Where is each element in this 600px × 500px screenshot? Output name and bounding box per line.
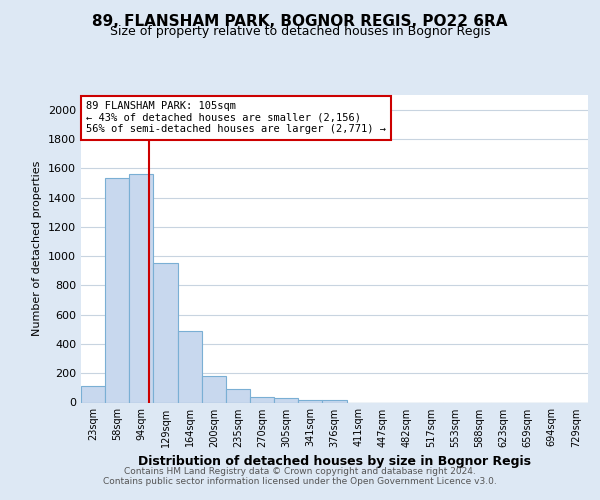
Bar — [226, 388, 250, 402]
Y-axis label: Number of detached properties: Number of detached properties — [32, 161, 43, 336]
Text: Contains HM Land Registry data © Crown copyright and database right 2024.: Contains HM Land Registry data © Crown c… — [124, 467, 476, 476]
Text: 89 FLANSHAM PARK: 105sqm
← 43% of detached houses are smaller (2,156)
56% of sem: 89 FLANSHAM PARK: 105sqm ← 43% of detach… — [86, 101, 386, 134]
Bar — [178, 331, 202, 402]
Bar — [250, 396, 274, 402]
Bar — [298, 400, 322, 402]
Text: 89, FLANSHAM PARK, BOGNOR REGIS, PO22 6RA: 89, FLANSHAM PARK, BOGNOR REGIS, PO22 6R… — [92, 14, 508, 29]
Bar — [202, 376, 226, 402]
Text: Size of property relative to detached houses in Bognor Regis: Size of property relative to detached ho… — [110, 25, 490, 38]
Bar — [81, 386, 105, 402]
Bar — [105, 178, 129, 402]
Bar — [129, 174, 154, 402]
Bar — [154, 264, 178, 402]
Text: Contains public sector information licensed under the Open Government Licence v3: Contains public sector information licen… — [103, 477, 497, 486]
Bar — [274, 398, 298, 402]
X-axis label: Distribution of detached houses by size in Bognor Regis: Distribution of detached houses by size … — [138, 455, 531, 468]
Bar — [322, 400, 347, 402]
